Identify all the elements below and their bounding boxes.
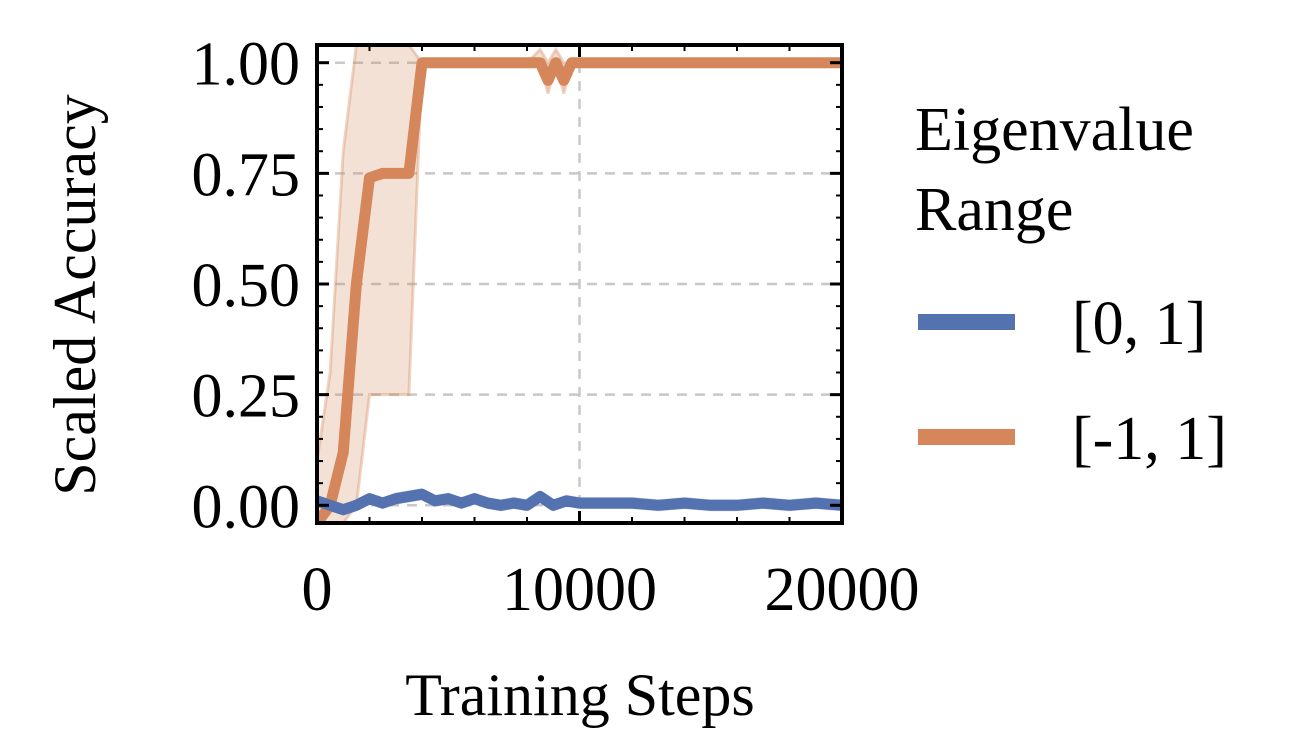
y-axis-label: Scaled Accuracy bbox=[42, 94, 108, 495]
legend-entry: [0, 1] bbox=[918, 290, 1206, 358]
x-tick-label: 20000 bbox=[765, 556, 920, 624]
series-lines bbox=[317, 57, 842, 523]
series-line-1 bbox=[317, 57, 842, 523]
series-line-0 bbox=[317, 488, 842, 516]
legend: Eigenvalue Range [0, 1] [-1, 1] bbox=[915, 96, 1227, 473]
y-tick-label: 0.50 bbox=[192, 252, 301, 320]
axis-ticks bbox=[315, 45, 844, 523]
legend-entries: [0, 1] [-1, 1] bbox=[918, 290, 1227, 473]
y-tick-label: 0.00 bbox=[192, 473, 301, 541]
legend-label: [-1, 1] bbox=[1072, 405, 1227, 473]
y-tick-label: 0.25 bbox=[192, 363, 301, 431]
x-tick-labels: 0 10000 20000 bbox=[302, 556, 920, 624]
y-tick-labels: 0.00 0.25 0.50 0.75 1.00 bbox=[192, 31, 301, 542]
legend-title: Eigenvalue Range bbox=[915, 96, 1194, 244]
y-tick-label: 1.00 bbox=[192, 31, 301, 99]
legend-label: [0, 1] bbox=[1072, 290, 1206, 358]
y-tick-label: 0.75 bbox=[192, 141, 301, 209]
x-axis-label: Training Steps bbox=[405, 662, 755, 728]
x-tick-label: 10000 bbox=[502, 556, 657, 624]
legend-entry: [-1, 1] bbox=[918, 405, 1227, 473]
x-tick-label: 0 bbox=[302, 556, 333, 624]
